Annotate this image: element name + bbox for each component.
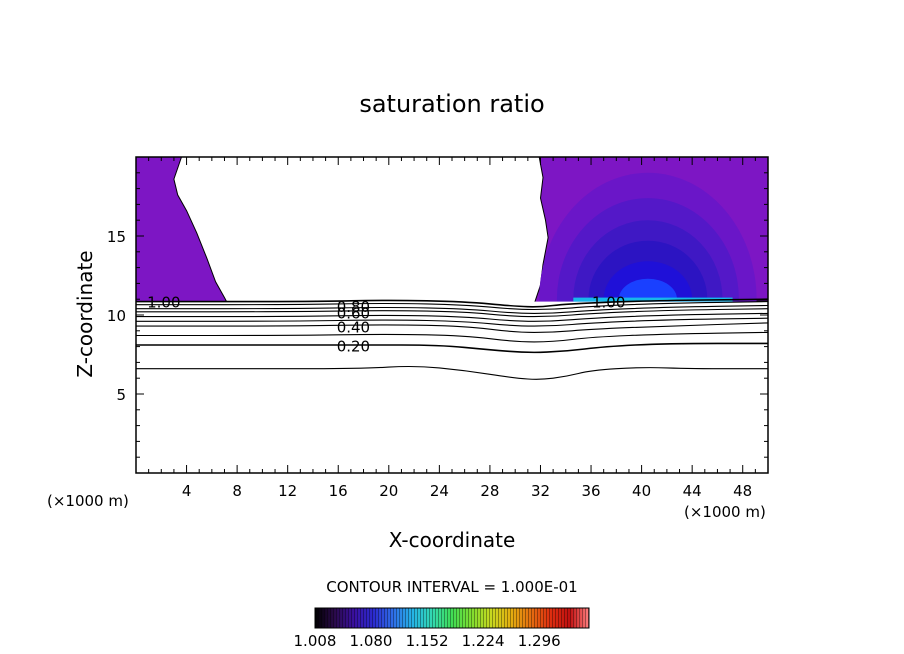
colorbar-stripes bbox=[315, 608, 589, 628]
y-tick-label: 10 bbox=[107, 307, 126, 325]
contour-line-0.5 bbox=[136, 317, 768, 327]
colorbar-tick-label-3: 1.224 bbox=[462, 632, 505, 650]
contour-line-0.3 bbox=[136, 331, 768, 343]
contour-line-0.4 bbox=[136, 322, 768, 333]
x-axis-ticks: 4 8 12 16 20 24 28 32 36 40 44 48 bbox=[148, 157, 756, 500]
subsaturated-area bbox=[136, 301, 768, 473]
x-tick-label: 32 bbox=[531, 482, 550, 500]
contour-label-4: 0.20 bbox=[337, 338, 370, 356]
contour-line-0.2 bbox=[136, 342, 768, 354]
x-tick-label: 40 bbox=[632, 482, 651, 500]
colorbar-tick-labels: 1.008 1.080 1.152 1.224 1.296 bbox=[294, 632, 561, 650]
colorbar-tick-label-1: 1.080 bbox=[350, 632, 393, 650]
peak-band bbox=[573, 297, 733, 302]
contour-labels: 1.00 0.800.600.400.20 1.00 bbox=[147, 293, 625, 355]
x-axis-title: X-coordinate bbox=[389, 528, 516, 552]
contour-line-0.7 bbox=[136, 308, 768, 318]
y-tick-label: 5 bbox=[116, 386, 126, 404]
chart-title: saturation ratio bbox=[359, 90, 544, 118]
contour-label-2: 0.60 bbox=[337, 304, 370, 322]
contour-lines bbox=[136, 298, 768, 380]
contour-line-0.1 bbox=[136, 365, 768, 380]
x-tick-label: 16 bbox=[329, 482, 348, 500]
colorbar-tick-label-2: 1.152 bbox=[406, 632, 449, 650]
contour-interval-label: CONTOUR INTERVAL = 1.000E-01 bbox=[326, 578, 577, 596]
contour-label-0: 1.00 bbox=[147, 293, 180, 311]
contour-line-0.9 bbox=[136, 301, 768, 311]
x-tick-label: 44 bbox=[683, 482, 702, 500]
x-tick-label: 12 bbox=[278, 482, 297, 500]
y-axis-ticks: 5 10 15 bbox=[107, 172, 768, 458]
x-unit-label-right: (×1000 m) bbox=[684, 503, 766, 521]
x-tick-label: 48 bbox=[733, 482, 752, 500]
y-axis-title: Z-coordinate bbox=[73, 250, 97, 377]
x-tick-label: 8 bbox=[232, 482, 242, 500]
x-tick-label: 4 bbox=[182, 482, 192, 500]
colorbar-tick-label-4: 1.296 bbox=[518, 632, 561, 650]
x-tick-label: 36 bbox=[581, 482, 600, 500]
contour-line-1 bbox=[136, 298, 768, 308]
colorbar-tick-label-0: 1.008 bbox=[294, 632, 337, 650]
x-tick-label: 20 bbox=[379, 482, 398, 500]
contour-line-0.8 bbox=[136, 304, 768, 314]
y-tick-label: 15 bbox=[107, 228, 126, 246]
supersaturation-fills bbox=[136, 157, 768, 473]
contour-label-5: 1.00 bbox=[592, 293, 625, 311]
contour-line-0.6 bbox=[136, 312, 768, 322]
x-tick-label: 28 bbox=[480, 482, 499, 500]
x-unit-label-left: (×1000 m) bbox=[47, 492, 129, 510]
contour-label-1: 0.80 bbox=[337, 298, 370, 316]
x-tick-label: 24 bbox=[430, 482, 449, 500]
region-left bbox=[136, 157, 228, 303]
contour-label-3: 0.40 bbox=[337, 319, 370, 337]
